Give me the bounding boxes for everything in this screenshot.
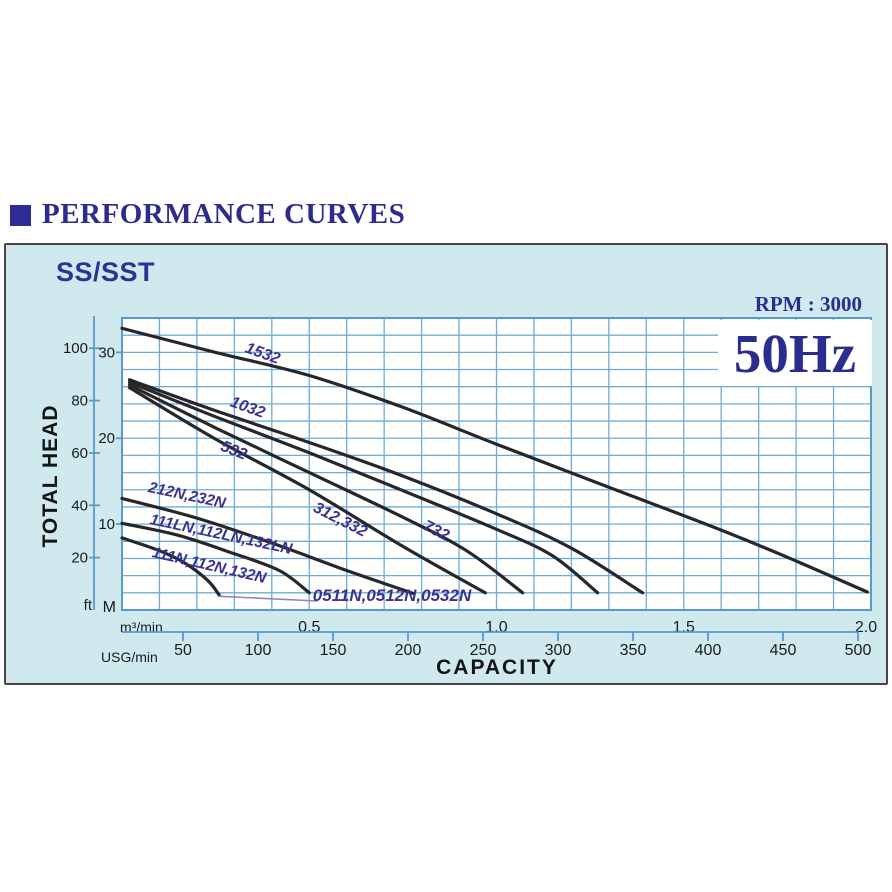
performance-curves-chart: 20 40 60 80 100 ft 10 20 30 Mm³/min 0.5 1.0 1.5 2.0 US… [63,316,877,665]
m-tick-label: 30 [98,344,115,361]
curve-111N-112N-132N [120,536,221,597]
usg-tick-label: 100 [245,642,272,659]
usg-tick-label: 450 [770,642,797,659]
usg-tick-label: 50 [174,642,192,659]
frequency-value: 50Hz [733,322,857,384]
page-title: PERFORMANCE CURVES [42,198,406,230]
curve-312-332 [127,386,487,595]
ft-tick-label: 60 [71,445,88,462]
m-unit-label: M [103,599,116,616]
usgmin-unit-label: USG/min [101,649,158,665]
curve-111LN-112LN-132LN [120,521,311,595]
ft-tick-label: 80 [71,393,88,410]
usg-tick-label: 350 [620,642,647,659]
model-series-label: SS/SST [56,257,156,287]
curve-label-0511N-0512N-0532N: 0511N,0512N,0532N [313,586,472,605]
ft-axis [89,316,100,610]
curve-732 [127,378,645,595]
usg-tick-label: 500 [845,642,872,659]
usg-tick-label: 200 [395,642,422,659]
x-axis-title: CAPACITY [436,656,558,679]
usg-tick-label: 400 [695,642,722,659]
ft-unit-label: ft [84,597,93,614]
frequency-badge: 50Hz [718,320,872,386]
curve-1032 [127,380,600,595]
m3min-unit-label: m³/min [120,619,163,635]
curves [120,326,869,602]
rpm-label: RPM : 3000 [754,292,862,316]
curve-1532 [120,326,869,594]
m3min-tick-label: 1.5 [673,619,695,636]
usg-axis [122,631,859,641]
m3min-tick-label: 2.0 [855,619,877,636]
curve-0511N-0512N-0532N [218,595,318,602]
ft-tick-label: 100 [63,340,88,357]
m3min-tick-label: 0.5 [298,619,320,636]
chart-frame [121,317,872,611]
usg-tick-label: 250 [470,642,497,659]
usg-tick-label: 300 [545,642,572,659]
ft-tick-label: 20 [71,550,88,567]
m-tick-label: 10 [98,516,115,533]
m-tick-label: 20 [98,430,115,447]
curve-532 [127,383,525,595]
usg-tick-label: 150 [320,642,347,659]
ft-tick-label: 40 [71,497,88,514]
page-header: PERFORMANCE CURVES [0,198,892,234]
m3min-tick-label: 1.0 [485,619,507,636]
title-bullet-icon [10,205,31,226]
curve-212N-232N [120,496,416,596]
